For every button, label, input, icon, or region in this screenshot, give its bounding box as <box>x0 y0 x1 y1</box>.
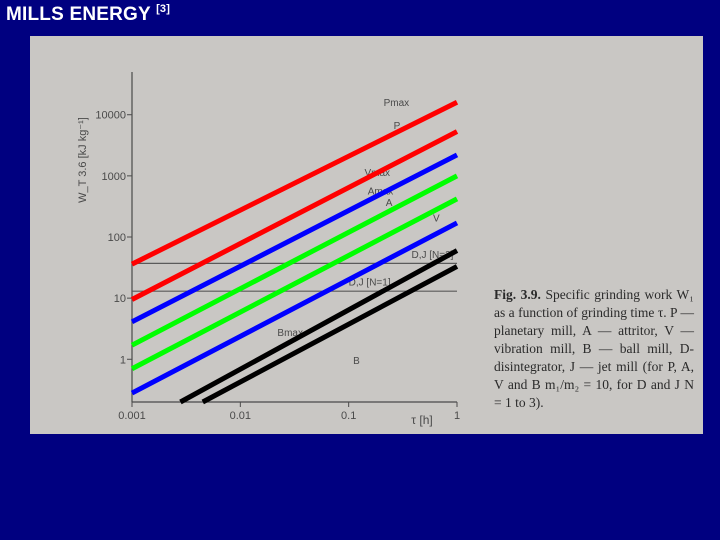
curve-label: V <box>433 213 440 224</box>
y-tick-label: 1000 <box>102 171 126 183</box>
curve-label: P <box>394 121 401 132</box>
y-tick-label: 100 <box>108 232 126 244</box>
slide-title: MILLS ENERGY [3] <box>6 3 171 26</box>
y-tick-label: 10000 <box>95 110 126 122</box>
curve-label: D,J [N=3] <box>411 250 453 261</box>
series-line-vmax <box>130 152 459 325</box>
curve-label: Bmax <box>277 328 303 339</box>
curve-label: D,J [N=1] <box>349 278 391 289</box>
y-axis-label: W_T 3.6 [kJ kg⁻¹] <box>77 117 89 203</box>
curve-label: Pmax <box>384 98 410 109</box>
curve-label: B <box>353 356 360 367</box>
series-line-v <box>130 220 459 396</box>
series-line-amax <box>130 173 459 348</box>
series-line-a <box>130 196 459 371</box>
y-tick-label: 1 <box>120 354 126 366</box>
x-tick-label: 0.1 <box>341 410 356 422</box>
caption-text: Specific grinding work W₁ as a function … <box>494 287 695 410</box>
x-axis-label: τ [h] <box>411 413 432 427</box>
series-line-b <box>201 264 459 405</box>
y-tick-label: 10 <box>114 293 126 305</box>
series-line-pmax <box>130 100 459 267</box>
x-tick-label: 0.001 <box>118 410 146 422</box>
x-tick-label: 0.01 <box>230 410 251 422</box>
x-tick-label: 1 <box>454 410 460 422</box>
curve-label: A <box>386 198 393 209</box>
figure-photo <box>30 36 703 434</box>
slide-title-reference: [3] <box>156 3 171 15</box>
slide-title-text: MILLS ENERGY <box>6 4 151 25</box>
figure-caption: Fig. 3.9. Specific grinding work W₁ as a… <box>494 286 694 412</box>
caption-label: Fig. 3.9. <box>494 287 541 302</box>
series-line-p <box>130 129 459 302</box>
series-line-bmax <box>179 248 459 405</box>
